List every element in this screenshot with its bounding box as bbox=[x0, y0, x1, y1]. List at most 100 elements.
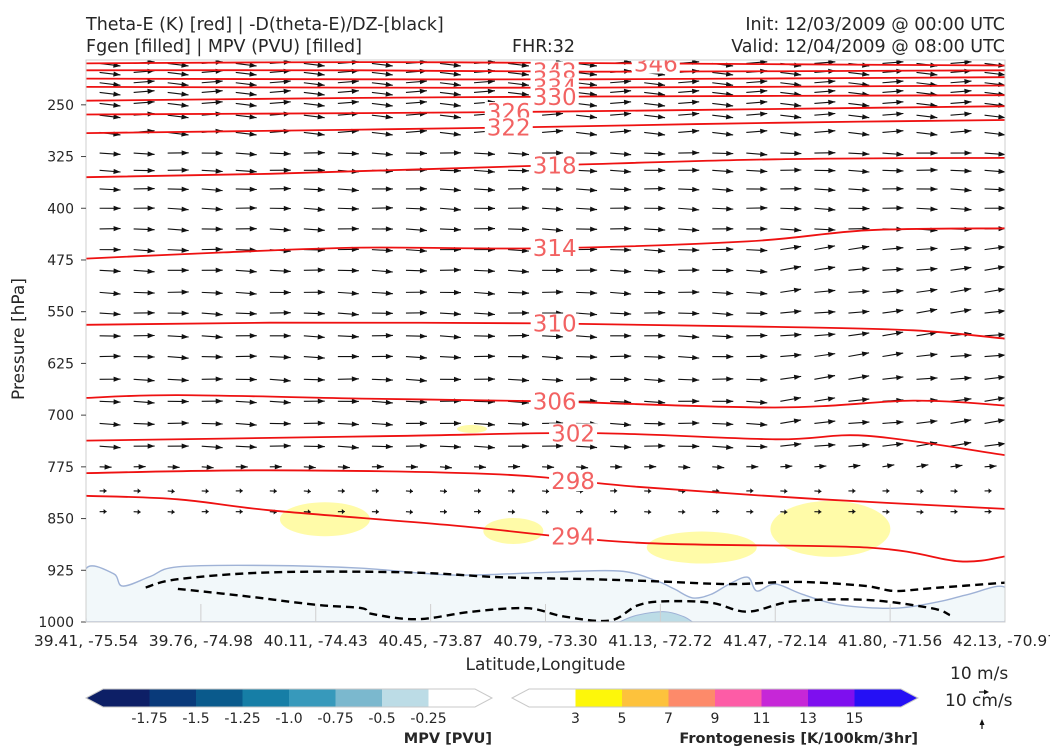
wind-vector-head bbox=[172, 464, 180, 470]
wind-vector bbox=[133, 151, 155, 157]
wind-vector bbox=[644, 227, 666, 233]
wind-vector-head bbox=[930, 266, 938, 272]
wind-vector bbox=[269, 99, 291, 105]
wind-vector-head bbox=[726, 187, 734, 193]
x-tick-label: 40.11, -74.43 bbox=[264, 632, 368, 650]
wind-vector bbox=[814, 396, 836, 402]
wind-vector-head bbox=[964, 150, 972, 156]
wind-vector-head bbox=[852, 508, 856, 515]
wind-vector-head bbox=[249, 151, 257, 157]
wind-vector bbox=[269, 268, 291, 274]
wind-vector-head bbox=[750, 509, 754, 515]
fgen-colorbar-tick-label: 5 bbox=[618, 711, 627, 727]
wind-vector bbox=[576, 226, 598, 232]
wind-vector-head bbox=[725, 131, 734, 137]
wind-vector-head bbox=[657, 114, 666, 120]
wind-vector-head bbox=[215, 444, 223, 450]
wind-vector-head bbox=[351, 421, 359, 427]
wind-vector-head bbox=[726, 246, 734, 252]
wind-vector-head bbox=[215, 421, 223, 427]
wind-vector bbox=[371, 131, 393, 137]
fgen-colorbar-tick-label: 15 bbox=[846, 711, 864, 727]
wind-vector-head bbox=[206, 464, 214, 470]
wind-vector-head bbox=[896, 245, 904, 251]
theta-e-label-294: 294 bbox=[551, 525, 595, 551]
wind-vector bbox=[371, 353, 393, 360]
wind-vector-head bbox=[760, 151, 768, 157]
wind-vector-head bbox=[113, 399, 121, 405]
wind-vector bbox=[984, 418, 1005, 424]
wind-vector-head bbox=[760, 353, 768, 359]
wind-vector-head bbox=[556, 443, 564, 449]
wind-vector-head bbox=[419, 99, 427, 105]
title-line-2: Fgen [filled] | MPV (PVU) [filled] bbox=[86, 37, 362, 57]
wind-vector-head bbox=[317, 334, 325, 340]
wind-vector bbox=[610, 333, 632, 339]
wind-vector bbox=[508, 205, 530, 211]
wind-vector-head bbox=[658, 186, 666, 192]
wind-vector-head bbox=[657, 102, 666, 108]
wind-vector-head bbox=[453, 168, 461, 174]
wind-vector-head bbox=[963, 418, 972, 424]
wind-vector bbox=[303, 354, 325, 361]
wind-vector-head bbox=[794, 227, 802, 233]
wind-vector-head bbox=[853, 463, 861, 469]
wind-vector bbox=[610, 488, 618, 494]
wind-vector bbox=[371, 399, 393, 405]
wind-vector bbox=[201, 290, 223, 296]
wind-vector-head bbox=[147, 248, 155, 254]
wind-vector bbox=[610, 268, 632, 274]
wind-vector-head bbox=[964, 265, 972, 271]
wind-vector-head bbox=[785, 463, 793, 470]
wind-vector bbox=[848, 114, 870, 120]
wind-vector bbox=[848, 397, 870, 403]
wind-vector bbox=[235, 205, 257, 211]
wind-vector bbox=[439, 226, 461, 233]
wind-vector-head bbox=[351, 99, 359, 105]
wind-vector bbox=[439, 187, 461, 193]
wind-vector-head bbox=[215, 226, 223, 232]
wind-vector-head bbox=[896, 288, 904, 294]
wind-vector-head bbox=[590, 267, 598, 273]
wind-vector bbox=[950, 245, 972, 252]
wind-vector-head bbox=[828, 288, 836, 294]
wind-vector bbox=[576, 187, 598, 193]
wind-vector bbox=[848, 508, 856, 515]
wind-vector bbox=[916, 308, 938, 314]
wind-vector bbox=[814, 150, 836, 156]
wind-vector bbox=[201, 206, 223, 212]
wind-vector-head bbox=[513, 464, 521, 470]
theta-e-contour-342 bbox=[86, 69, 1005, 73]
wind-vector-head bbox=[249, 62, 257, 68]
wind-vector bbox=[133, 354, 155, 360]
wind-vector bbox=[576, 102, 598, 108]
theta-e-contour-294 bbox=[86, 494, 1005, 563]
wind-vector bbox=[610, 186, 632, 193]
wind-vector-head bbox=[930, 287, 938, 294]
wind-vector-head bbox=[658, 443, 666, 449]
wind-vector-head bbox=[717, 464, 725, 470]
wind-vector bbox=[814, 463, 827, 470]
wind-vector-head bbox=[760, 377, 768, 383]
wind-vector bbox=[746, 168, 768, 174]
wind-vector bbox=[99, 509, 107, 515]
wind-vector-head bbox=[657, 248, 666, 254]
fgen-colorbar-tick-label: 11 bbox=[753, 711, 771, 727]
wind-vector bbox=[133, 79, 155, 85]
wind-vector bbox=[303, 114, 325, 120]
wind-vector bbox=[610, 353, 632, 359]
wind-vector-head bbox=[317, 187, 325, 193]
wind-vector bbox=[576, 206, 598, 212]
wind-vector-head bbox=[726, 334, 734, 340]
wind-vector-head bbox=[852, 488, 856, 494]
wind-vector-head bbox=[181, 398, 189, 405]
wind-vector bbox=[780, 206, 802, 212]
wind-vector-head bbox=[862, 71, 870, 77]
wind-vector bbox=[576, 376, 598, 382]
wind-vector bbox=[371, 443, 393, 450]
wind-vector bbox=[508, 488, 516, 494]
wind-vector bbox=[644, 310, 666, 316]
wind-vector bbox=[780, 265, 802, 271]
wind-vector bbox=[814, 79, 836, 85]
wind-vector-head bbox=[692, 206, 700, 212]
